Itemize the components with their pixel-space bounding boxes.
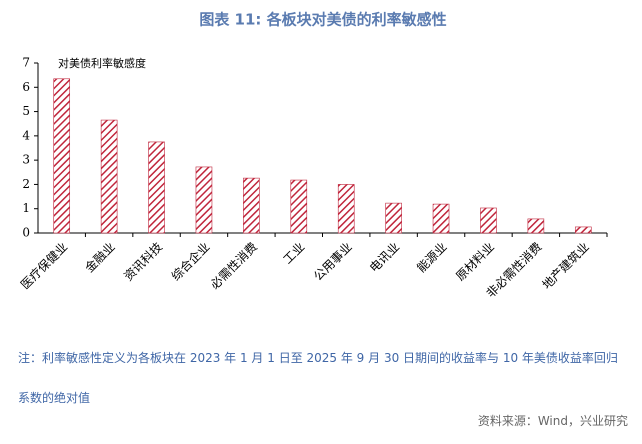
legend-label: 对美债利率敏感度 (58, 56, 146, 70)
source: 资料来源：Wind，兴业研究 (477, 414, 628, 428)
x-tick-label: 工业 (281, 240, 308, 267)
bar (574, 226, 592, 234)
x-tick-label: 金融业 (82, 239, 118, 275)
y-tick-label: 0 (22, 226, 30, 240)
bar (195, 166, 213, 234)
y-tick-label: 3 (22, 153, 30, 167)
bar (243, 177, 260, 234)
bar (53, 78, 71, 234)
bar (100, 119, 118, 234)
x-tick-label: 原材料业 (453, 240, 497, 284)
y-tick-label: 2 (22, 177, 30, 191)
x-tick-label: 资讯科技 (121, 240, 165, 284)
x-tick-label: 医疗保健业 (18, 240, 70, 292)
chart-title: 图表 11: 各板块对美债的利率敏感性 (199, 11, 446, 29)
x-tick-label: 公用事业 (311, 240, 355, 284)
bar (432, 203, 450, 234)
x-tick-label: 必需性消费 (208, 240, 260, 292)
bar (290, 179, 308, 234)
y-tick-label: 6 (22, 80, 30, 94)
note: 注：利率敏感性定义为各板块在 2023 年 1 月 1 日至 2025 年 9 … (18, 351, 618, 405)
y-tick-label: 4 (22, 128, 30, 142)
bar (148, 141, 165, 234)
bar (337, 184, 355, 234)
bar (385, 202, 402, 234)
x-tick-label: 综合企业 (168, 239, 213, 284)
y-tick-label: 5 (22, 104, 30, 118)
chart: 图表 11: 各板块对美债的利率敏感性 对美债利率敏感度 0 1 2 3 4 5 6 7 医疗保… (18, 11, 608, 301)
x-tick-label: 地产建筑业 (539, 239, 592, 292)
bar (480, 207, 497, 234)
x-tick-label: 电讯业 (367, 240, 402, 275)
y-tick-label: 7 (22, 56, 30, 70)
x-tick-label: 能源业 (414, 240, 449, 275)
y-tick-label: 1 (22, 201, 30, 215)
bar (527, 218, 545, 234)
